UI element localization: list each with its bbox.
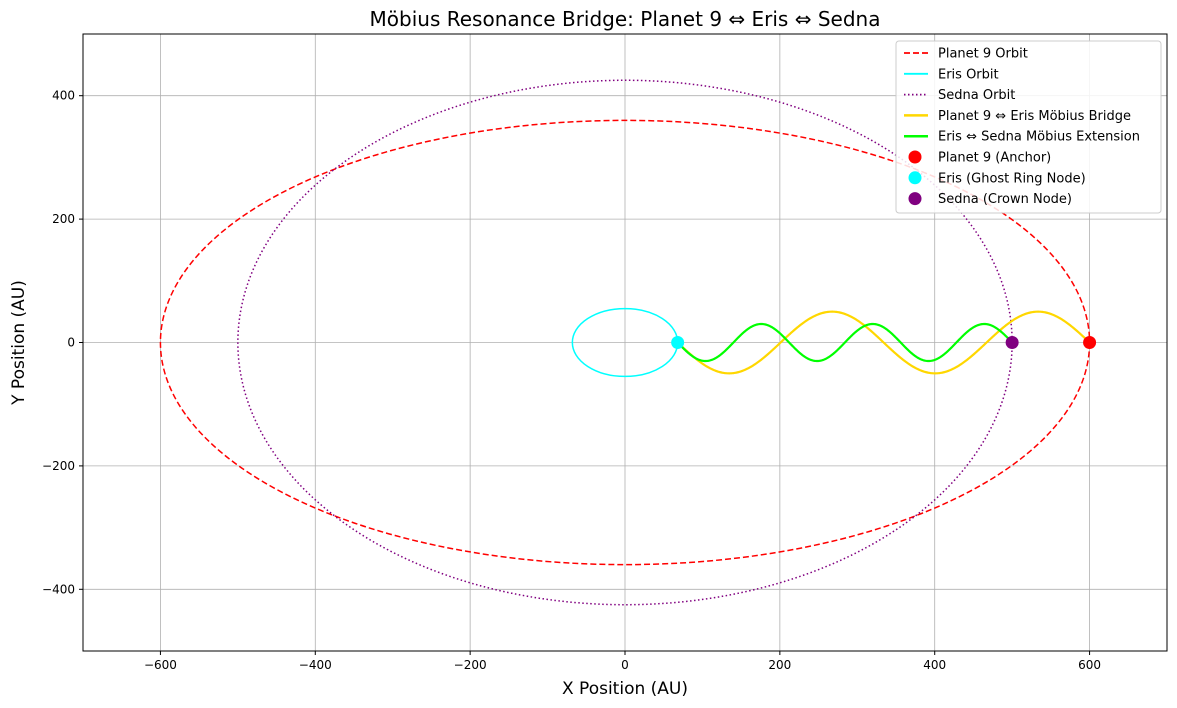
extension-eris-sedna: [676, 322, 1013, 363]
series-layer: [159, 79, 1097, 606]
x-tick-label: 600: [1078, 658, 1101, 672]
legend-label: Sedna (Crown Node): [938, 192, 1072, 207]
legend-marker: [908, 192, 922, 206]
x-tick-label: 0: [621, 658, 629, 672]
point-eris: [671, 336, 685, 349]
x-tick-label: −600: [144, 658, 177, 672]
legend-marker: [908, 171, 922, 185]
legend-label: Sedna Orbit: [938, 88, 1015, 103]
x-axis-label: X Position (AU): [562, 679, 688, 699]
y-tick-label: −400: [42, 582, 75, 596]
point-sedna: [1005, 336, 1019, 349]
y-tick-label: 200: [52, 212, 75, 226]
point-planet-9: [1083, 336, 1097, 349]
legend-label: Planet 9 ⇔ Eris Möbius Bridge: [938, 109, 1131, 124]
ticks: −600 −400 −200 0 200 400 600 −400 −200 0 200 400: [42, 89, 1101, 672]
legend-label: Eris (Ghost Ring Node): [938, 171, 1086, 186]
x-tick-label: 200: [768, 658, 791, 672]
y-axis-label: Y Position (AU): [9, 280, 29, 406]
legend-label: Eris Orbit: [938, 67, 999, 82]
y-tick-label: −200: [42, 459, 75, 473]
legend-marker: [908, 150, 922, 164]
chart-title: Möbius Resonance Bridge: Planet 9 ⇔ Eris…: [370, 7, 881, 31]
legend: Planet 9 Orbit Eris Orbit Sedna Orbit Plane…: [895, 40, 1162, 214]
y-tick-label: 0: [67, 336, 75, 350]
legend-label: Planet 9 (Anchor): [938, 151, 1051, 166]
bridge-planet9-eris: [676, 310, 1091, 375]
y-tick-label: 400: [52, 89, 75, 103]
x-tick-label: −400: [299, 658, 332, 672]
legend-box: [895, 40, 1162, 214]
x-tick-label: −200: [454, 658, 487, 672]
legend-label: Eris ⇔ Sedna Möbius Extension: [938, 130, 1140, 145]
legend-label: Planet 9 Orbit: [938, 47, 1028, 62]
x-tick-label: 400: [923, 658, 946, 672]
